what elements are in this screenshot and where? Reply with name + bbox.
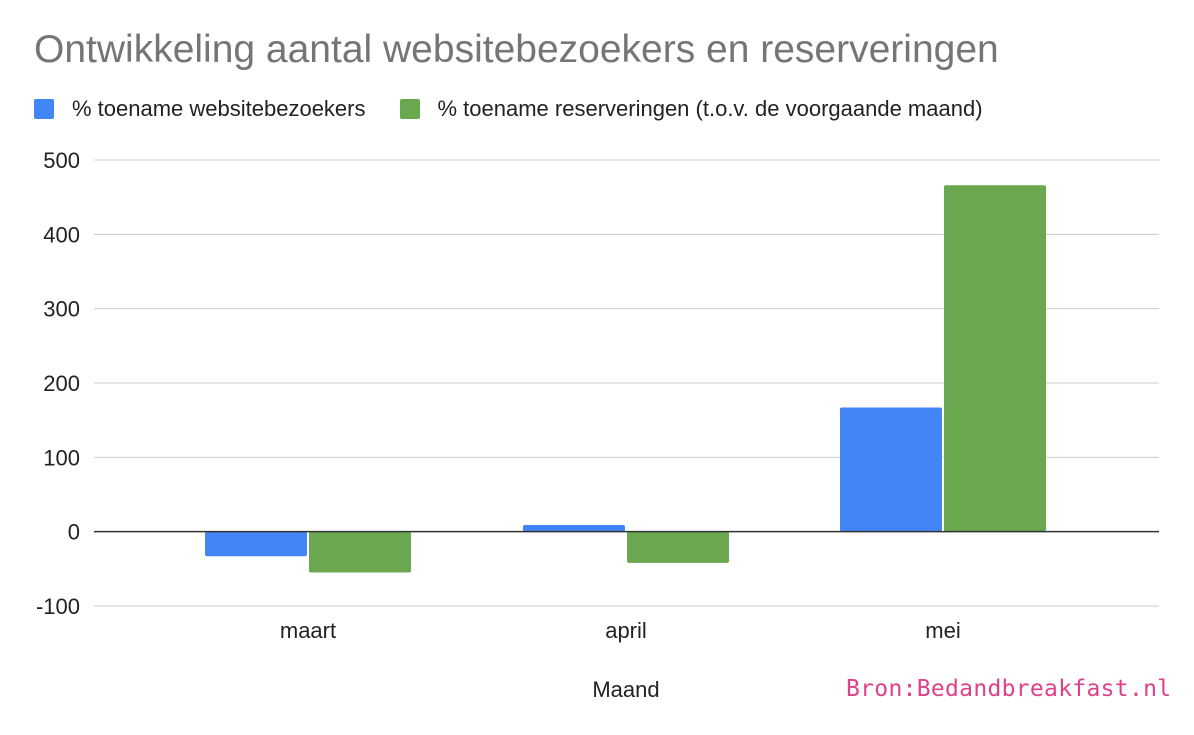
source-credit: Bron:Bedandbreakfast.nl	[846, 676, 1172, 702]
y-tick-label: 500	[43, 148, 80, 173]
legend-label-reserveringen: % toename reserveringen (t.o.v. de voorg…	[437, 96, 983, 121]
y-tick-label: 400	[43, 222, 80, 247]
legend: % toename websitebezoekers % toename res…	[34, 96, 1017, 122]
legend-item-websitebezoekers[interactable]: % toename websitebezoekers	[34, 96, 366, 122]
gridlines	[94, 159, 1159, 607]
bar-mei-series-1[interactable]	[944, 185, 1046, 532]
bar-april-series-1[interactable]	[627, 531, 729, 563]
y-tick-label: 300	[43, 297, 80, 322]
x-tick-label: april	[605, 618, 647, 643]
bar-april-series-0[interactable]	[523, 524, 625, 532]
legend-item-reserveringen[interactable]: % toename reserveringen (t.o.v. de voorg…	[399, 96, 983, 122]
axes: 500 400 300 200 100 0 -100 maart april mei	[36, 148, 1159, 643]
legend-swatch-reserveringen	[399, 99, 420, 119]
legend-label-websitebezoekers: % toename websitebezoekers	[72, 96, 366, 121]
y-tick-label: 100	[43, 445, 80, 470]
y-tick-label: 0	[68, 520, 80, 545]
y-tick-label: 200	[43, 371, 80, 396]
x-tick-label: mei	[925, 618, 960, 643]
x-axis-title: Maand	[592, 677, 659, 702]
bars	[205, 185, 1046, 573]
bar-mei-series-0[interactable]	[840, 407, 942, 532]
chart-title: Ontwikkeling aantal websitebezoekers en …	[34, 28, 999, 71]
legend-swatch-websitebezoekers	[34, 99, 54, 119]
x-tick-label: maart	[280, 618, 336, 643]
bar-maart-series-1[interactable]	[309, 531, 411, 573]
bar-maart-series-0[interactable]	[205, 531, 307, 557]
y-tick-label: -100	[36, 594, 80, 619]
